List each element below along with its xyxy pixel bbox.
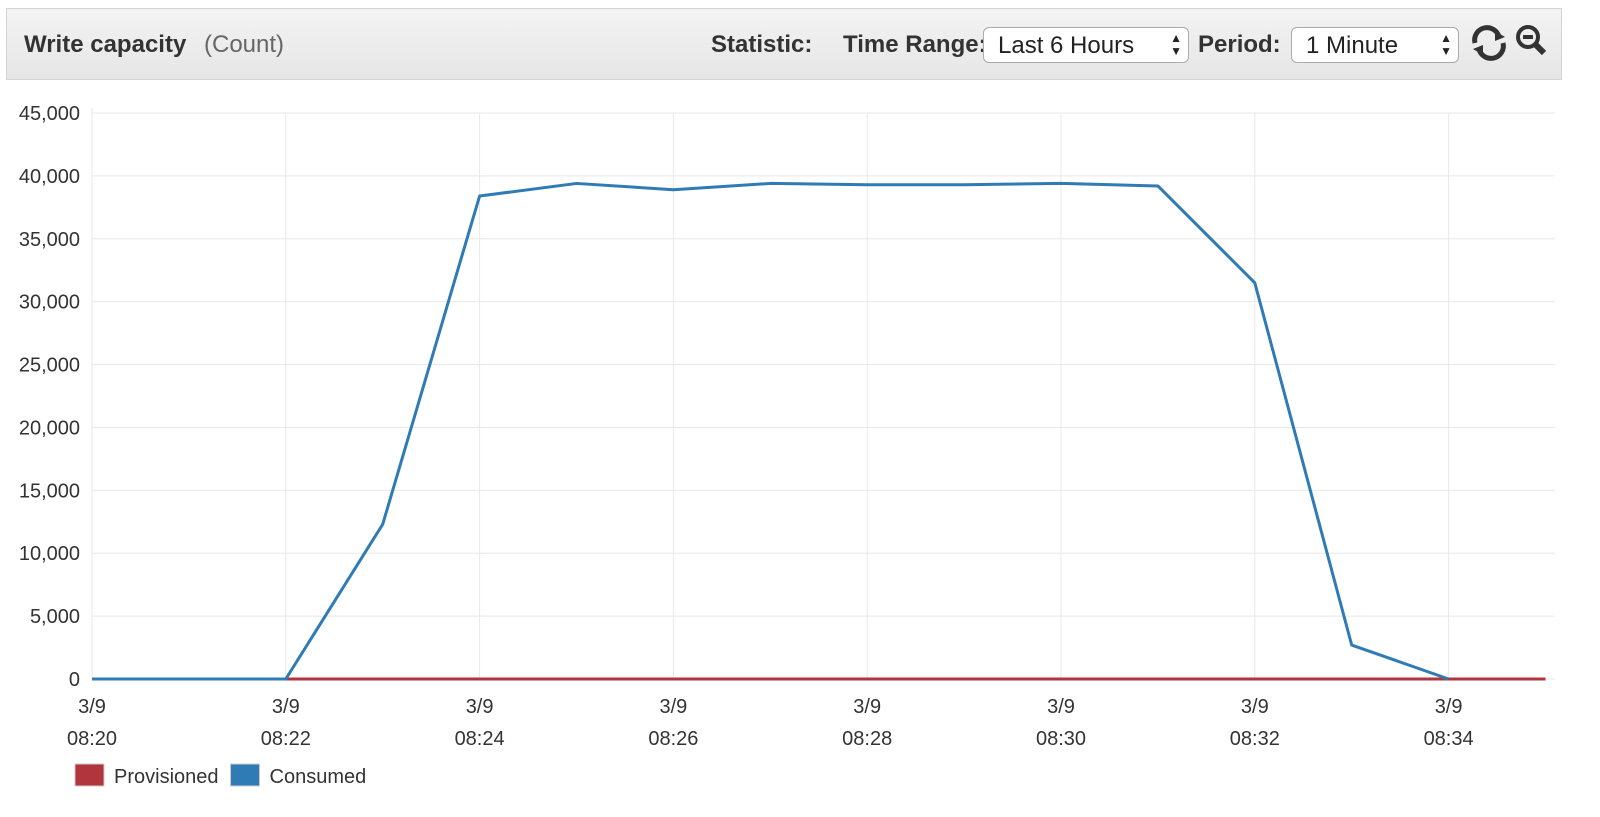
x-tick-label: 08:30: [1036, 728, 1086, 750]
select-arrow: ▲ ▼: [1170, 31, 1182, 58]
time-range-value: Last 6 Hours: [998, 32, 1135, 59]
time-range-label: Time Range:: [843, 31, 987, 58]
legend-label: Provisioned: [114, 766, 219, 788]
x-tick-label: 3/9: [1241, 696, 1269, 718]
y-tick-label: 30,000: [19, 292, 80, 314]
y-tick-label: 5,000: [30, 606, 80, 628]
x-tick-label: 3/9: [272, 696, 300, 718]
period-select[interactable]: 1 Minute ▲ ▼: [1291, 27, 1459, 63]
time-range-select[interactable]: Last 6 Hours ▲ ▼: [983, 27, 1189, 63]
x-tick-label: 08:28: [842, 728, 892, 750]
legend-label: Consumed: [270, 766, 367, 788]
y-tick-label: 40,000: [19, 166, 80, 188]
panel-title: Write capacity: [24, 31, 187, 58]
y-tick-label: 0: [69, 669, 80, 691]
panel-header: Write capacity (Count) Statistic: Time R…: [6, 8, 1562, 80]
y-tick-label: 15,000: [19, 480, 80, 502]
y-tick-label: 25,000: [19, 355, 80, 377]
x-tick-label: 3/9: [1047, 696, 1075, 718]
series-line: [92, 181, 1450, 681]
x-tick-label: 08:34: [1424, 728, 1474, 750]
x-tick-label: 3/9: [78, 696, 106, 718]
y-tick-label: 10,000: [19, 543, 80, 565]
period-value: 1 Minute: [1306, 32, 1399, 59]
zoom-out-button[interactable]: [1513, 23, 1553, 63]
x-tick-label: 08:24: [455, 728, 505, 750]
refresh-button[interactable]: [1469, 23, 1509, 63]
x-tick-label: 3/9: [466, 696, 494, 718]
x-tick-label: 08:26: [648, 728, 698, 750]
x-tick-label: 3/9: [1435, 696, 1463, 718]
statistic-label: Statistic:: [711, 31, 813, 58]
legend-swatch: [230, 763, 261, 787]
y-tick-label: 20,000: [19, 417, 80, 439]
x-tick-label: 3/9: [853, 696, 881, 718]
legend-swatch: [74, 763, 105, 787]
panel-unit: (Count): [204, 31, 285, 58]
y-tick-label: 45,000: [19, 103, 80, 125]
y-tick-label: 35,000: [19, 229, 80, 251]
x-tick-label: 08:32: [1230, 728, 1280, 750]
select-arrow: ▲ ▼: [1440, 31, 1452, 58]
period-label: Period:: [1198, 31, 1281, 58]
x-tick-label: 08:20: [67, 728, 117, 750]
x-tick-label: 08:22: [261, 728, 311, 750]
x-tick-label: 3/9: [659, 696, 687, 718]
